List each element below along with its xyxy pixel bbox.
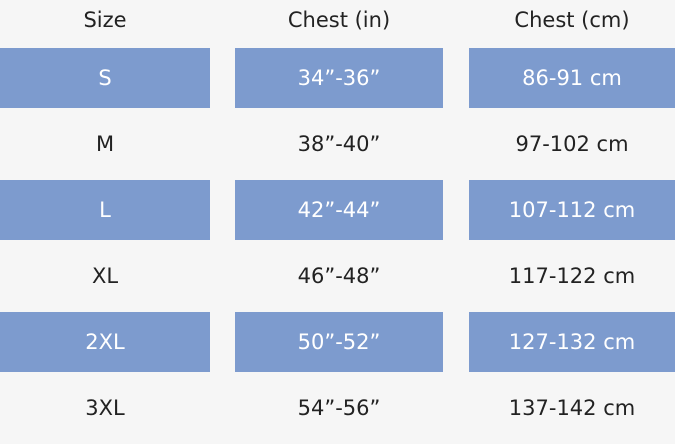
size-cell: S: [0, 48, 210, 108]
header-chest-cm: Chest (cm): [514, 8, 630, 32]
header-size: Size: [83, 8, 127, 32]
size-cell: XL: [91, 264, 119, 288]
chest-in-cell: 42”-44”: [235, 180, 443, 240]
chest-in-cell: 46”-48”: [297, 264, 381, 288]
chest-cm-cell: 107-112 cm: [469, 180, 675, 240]
size-cell: L: [0, 180, 210, 240]
chest-cm-cell: 86-91 cm: [469, 48, 675, 108]
size-cell: M: [95, 132, 115, 156]
header-chest-in: Chest (in): [287, 8, 391, 32]
chest-in-cell: 54”-56”: [297, 396, 381, 420]
size-cell: 2XL: [0, 312, 210, 372]
chest-cm-cell: 117-122 cm: [508, 264, 636, 288]
chest-in-cell: 38”-40”: [297, 132, 381, 156]
chest-cm-cell: 97-102 cm: [515, 132, 629, 156]
chest-cm-cell: 127-132 cm: [469, 312, 675, 372]
size-cell: 3XL: [85, 396, 125, 420]
chest-cm-cell: 137-142 cm: [508, 396, 636, 420]
chest-in-cell: 34”-36”: [235, 48, 443, 108]
chest-in-cell: 50”-52”: [235, 312, 443, 372]
